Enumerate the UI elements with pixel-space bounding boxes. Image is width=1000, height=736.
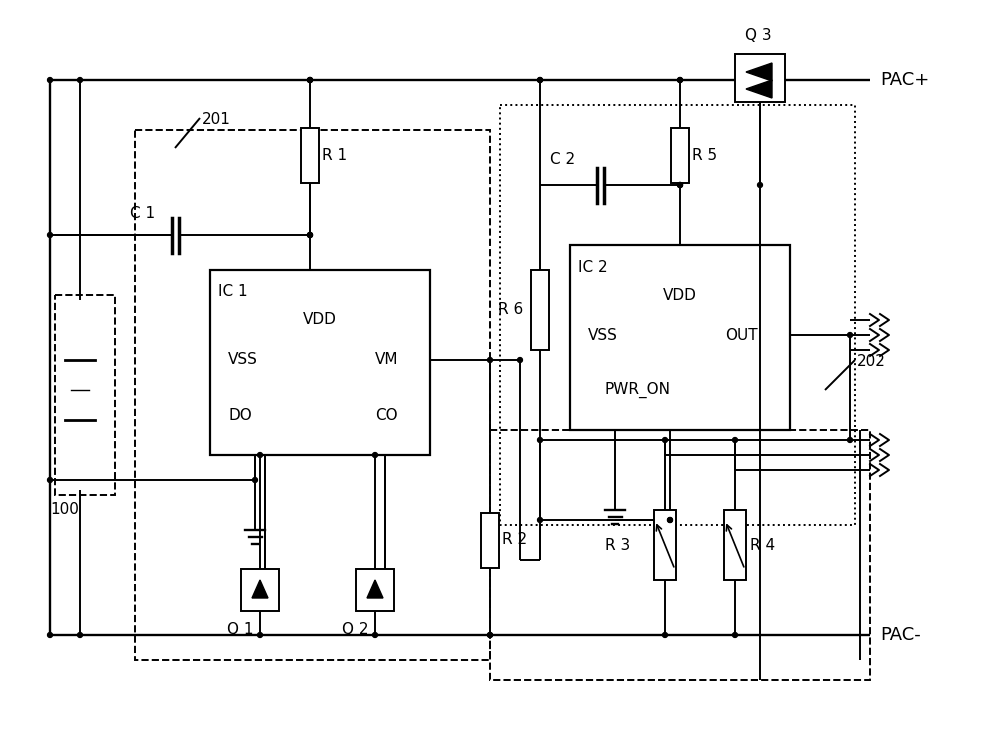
Polygon shape <box>746 63 772 81</box>
Circle shape <box>308 77 312 82</box>
Text: CO: CO <box>375 408 398 422</box>
Circle shape <box>518 358 522 362</box>
Bar <box>481 512 499 567</box>
Circle shape <box>308 233 312 238</box>
Bar <box>210 270 430 455</box>
Circle shape <box>308 233 312 238</box>
Text: R 6: R 6 <box>498 302 523 317</box>
Text: 100: 100 <box>50 503 79 517</box>
Circle shape <box>663 632 667 637</box>
Text: R 1: R 1 <box>322 147 347 163</box>
Text: VSS: VSS <box>228 353 258 367</box>
Text: VDD: VDD <box>663 288 697 302</box>
Bar <box>135 130 490 660</box>
Circle shape <box>48 632 52 637</box>
Text: Q 2: Q 2 <box>342 621 368 637</box>
Circle shape <box>848 437 852 442</box>
Text: PWR_ON: PWR_ON <box>605 382 671 398</box>
Circle shape <box>78 632 82 637</box>
Circle shape <box>258 453 262 458</box>
Circle shape <box>78 77 82 82</box>
Bar <box>301 127 319 183</box>
Polygon shape <box>367 580 383 598</box>
Text: R 4: R 4 <box>750 537 775 553</box>
Circle shape <box>258 632 262 637</box>
Bar <box>55 295 115 495</box>
Circle shape <box>733 437 737 442</box>
Circle shape <box>488 632 492 637</box>
Circle shape <box>668 517 672 523</box>
Circle shape <box>758 183 762 188</box>
Text: IC 2: IC 2 <box>578 260 608 275</box>
Bar <box>490 430 870 680</box>
Text: R 3: R 3 <box>605 537 630 553</box>
Text: OUT: OUT <box>725 328 758 342</box>
Circle shape <box>678 183 682 188</box>
Circle shape <box>373 632 377 637</box>
Circle shape <box>308 77 312 82</box>
Text: VSS: VSS <box>588 328 618 342</box>
Text: C 1: C 1 <box>130 205 155 221</box>
Circle shape <box>538 77 542 82</box>
Circle shape <box>538 437 542 442</box>
Circle shape <box>373 453 377 458</box>
Text: Q 1: Q 1 <box>227 621 253 637</box>
Circle shape <box>538 77 542 82</box>
Circle shape <box>733 632 737 637</box>
Text: Q 3: Q 3 <box>745 28 772 43</box>
Text: PAC+: PAC+ <box>880 71 929 89</box>
Bar <box>654 510 676 580</box>
Circle shape <box>253 478 257 483</box>
Text: DO: DO <box>228 408 252 422</box>
Polygon shape <box>252 580 268 598</box>
Circle shape <box>678 183 682 188</box>
Circle shape <box>308 77 312 82</box>
Text: C 2: C 2 <box>550 152 575 168</box>
Circle shape <box>678 77 682 82</box>
Circle shape <box>48 233 52 238</box>
Bar <box>570 245 790 430</box>
Text: VM: VM <box>375 353 398 367</box>
Circle shape <box>48 478 52 483</box>
Circle shape <box>308 233 312 238</box>
Bar <box>724 510 746 580</box>
Circle shape <box>668 517 672 523</box>
Text: 201: 201 <box>202 113 231 127</box>
Circle shape <box>538 517 542 523</box>
Circle shape <box>663 437 667 442</box>
Bar <box>531 270 549 350</box>
Text: R 5: R 5 <box>692 147 717 163</box>
Circle shape <box>488 358 492 362</box>
Bar <box>735 54 785 102</box>
Text: VDD: VDD <box>303 313 337 328</box>
Circle shape <box>678 183 682 188</box>
Bar <box>500 105 855 525</box>
Circle shape <box>48 77 52 82</box>
Bar <box>241 569 279 611</box>
Bar <box>671 127 689 183</box>
Circle shape <box>678 77 682 82</box>
Polygon shape <box>746 80 772 98</box>
Circle shape <box>488 632 492 637</box>
Circle shape <box>848 333 852 337</box>
Text: IC 1: IC 1 <box>218 285 248 300</box>
Bar <box>356 569 394 611</box>
Text: PAC-: PAC- <box>880 626 921 644</box>
Text: 202: 202 <box>857 355 886 369</box>
Text: R 2: R 2 <box>502 533 527 548</box>
